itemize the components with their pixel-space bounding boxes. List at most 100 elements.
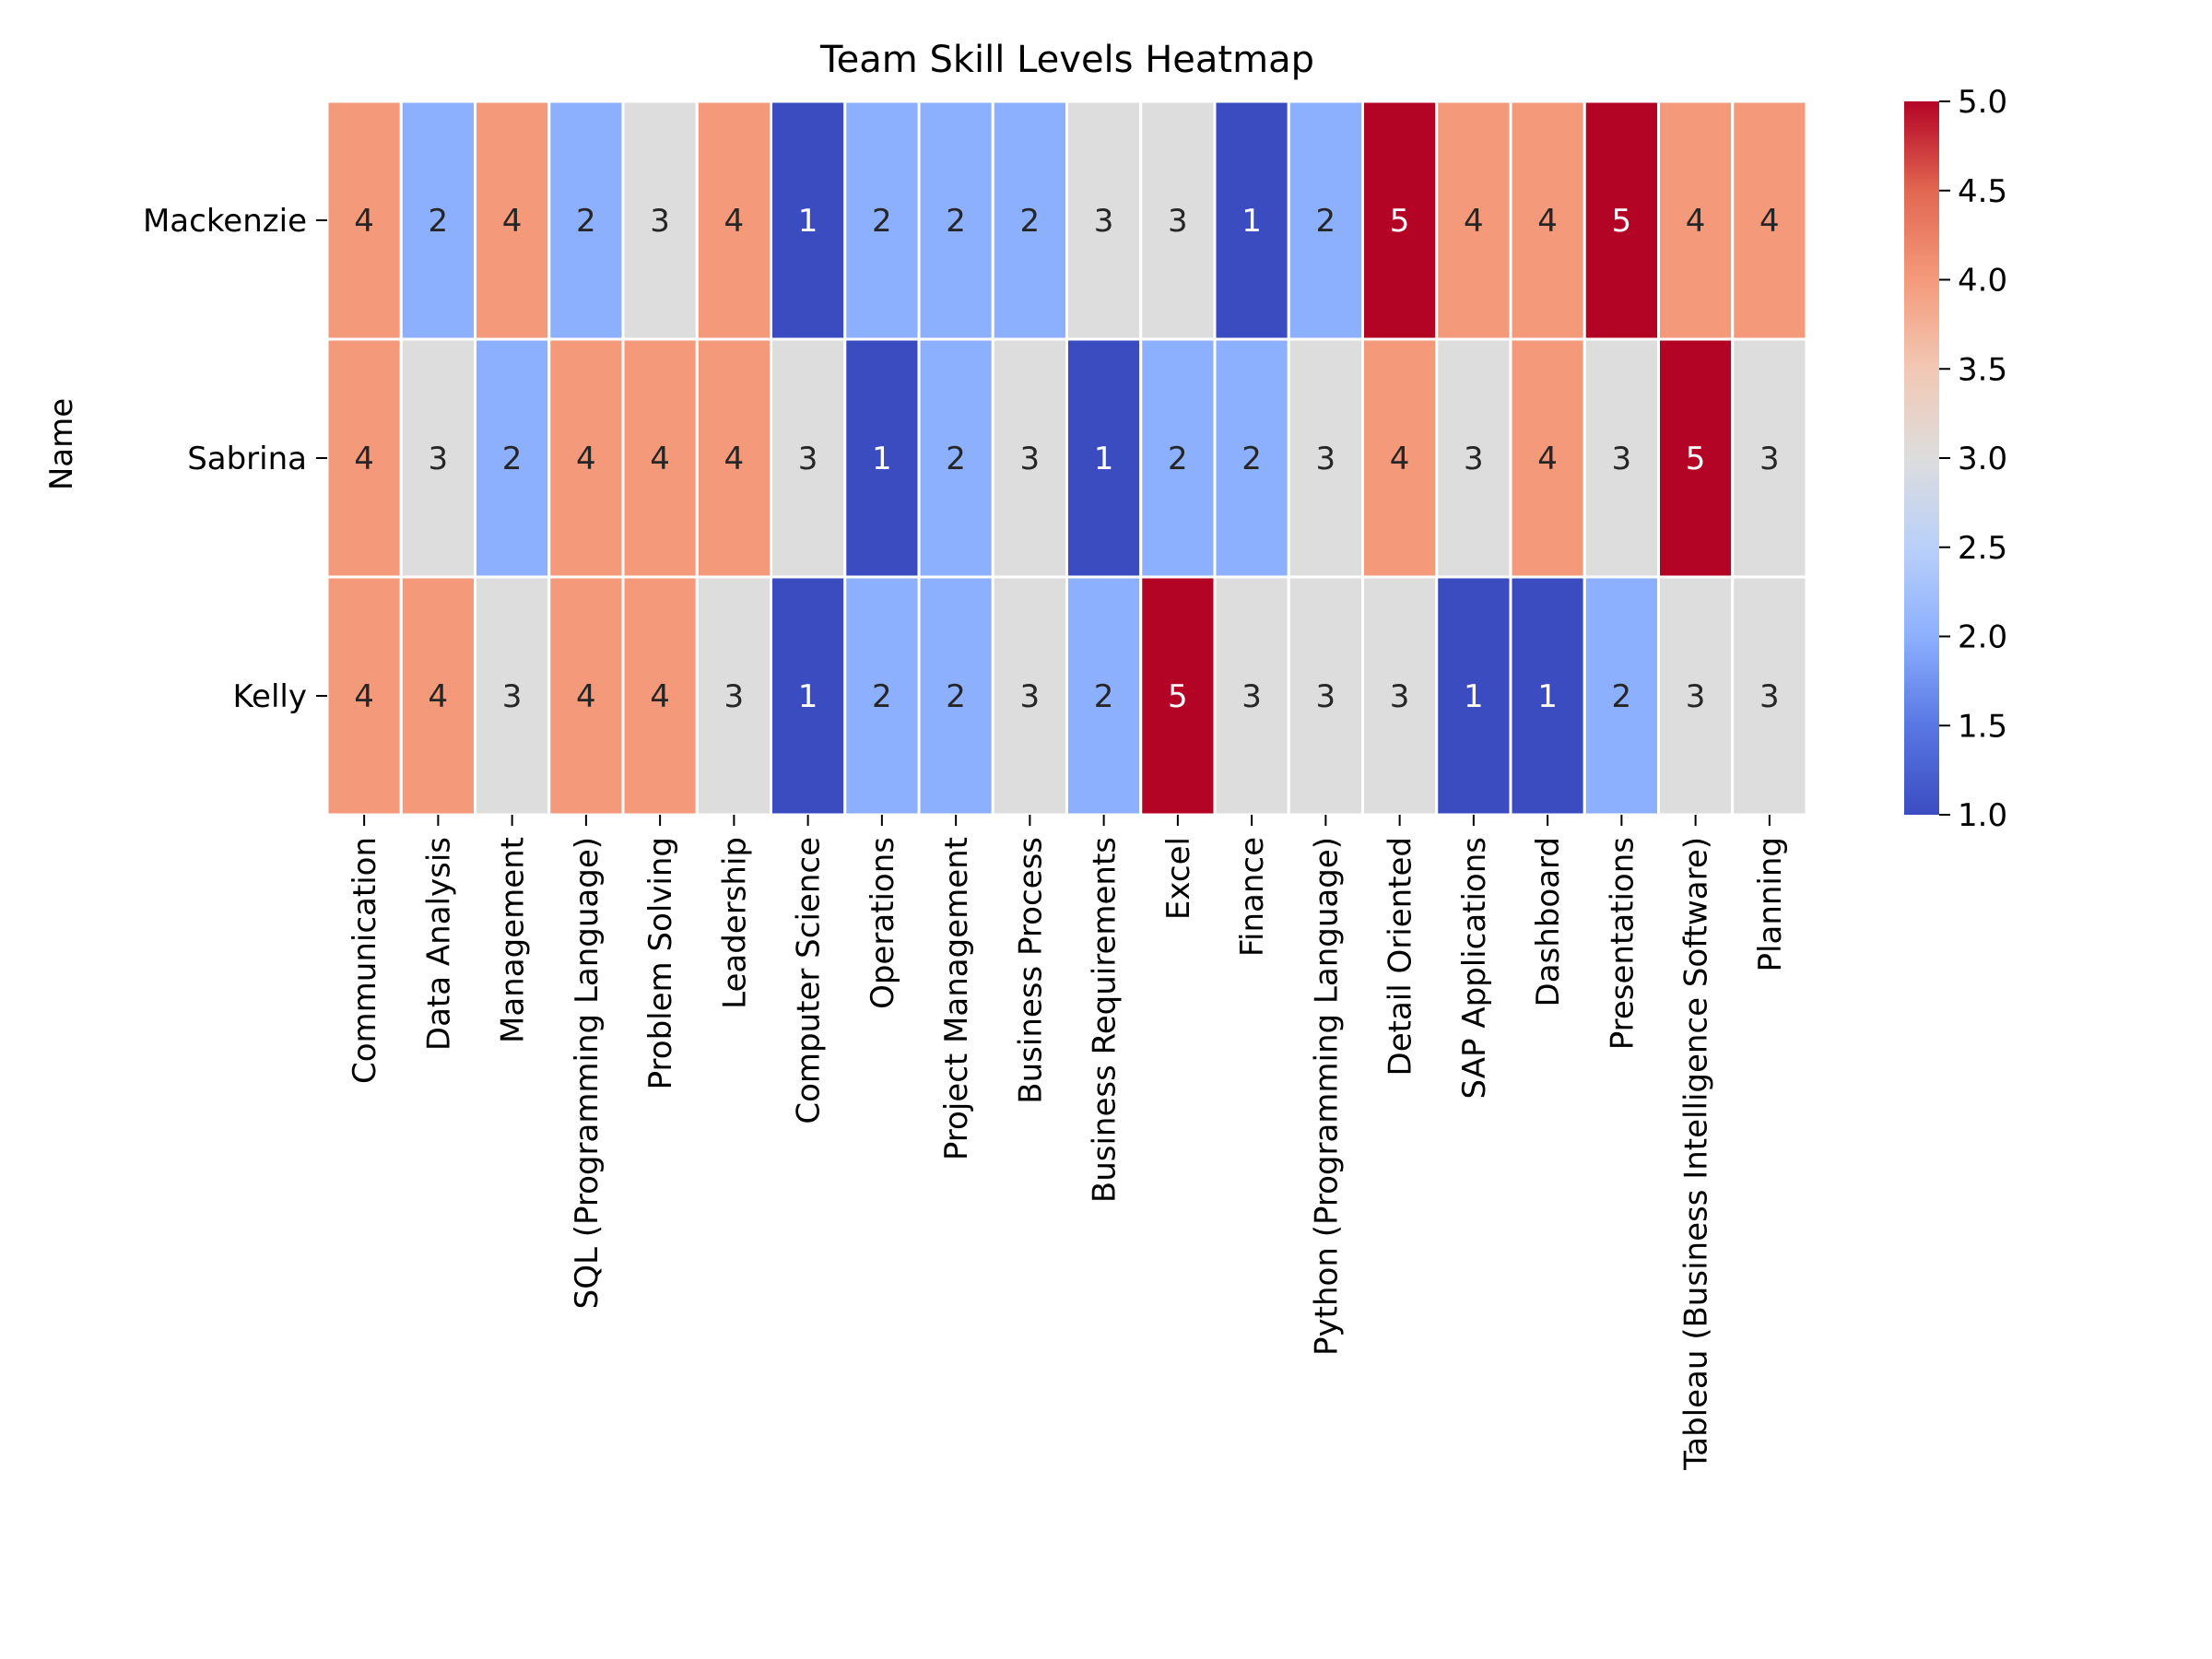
cell-value-label: 3 [1020, 441, 1041, 477]
cell-value-label: 3 [1464, 441, 1484, 477]
cell-value-label: 2 [576, 203, 596, 240]
cell-value-label: 4 [502, 203, 523, 240]
heatmap-cell [1065, 337, 1143, 579]
cell-value-label: 4 [1537, 441, 1558, 477]
colorbar-tick-label: 2.5 [1958, 530, 2007, 567]
heatmap-cell [325, 337, 403, 579]
heatmap-cell [770, 337, 847, 579]
heatmap-cell [843, 337, 921, 579]
cell-value-label: 4 [354, 678, 374, 715]
colorbar-tick-label: 1.0 [1958, 797, 2007, 834]
cell-value-label: 5 [1612, 203, 1632, 240]
cell-value-label: 3 [724, 678, 745, 715]
x-tick-label: Business Requirements [1087, 837, 1124, 1203]
x-tick-label: Python (Programming Language) [1308, 837, 1345, 1356]
heatmap-cell [770, 575, 847, 817]
heatmap-cell [399, 575, 477, 817]
cell-value-label: 3 [1759, 441, 1780, 477]
cell-value-label: 4 [1390, 441, 1410, 477]
x-tick-label: Operations [865, 837, 901, 1009]
x-tick-label: Leadership [716, 837, 753, 1009]
heatmap-cell [991, 575, 1068, 817]
cell-value-label: 4 [650, 678, 670, 715]
chart-title: Team Skill Levels Heatmap [819, 39, 1314, 81]
colorbar-tick-label: 5.0 [1958, 84, 2007, 121]
cell-value-label: 2 [1094, 678, 1114, 715]
heatmap-cell [1435, 337, 1512, 579]
cell-value-label: 4 [354, 441, 374, 477]
cell-value-label: 3 [1241, 678, 1262, 715]
cell-value-label: 2 [946, 678, 966, 715]
heatmap-cell [991, 100, 1068, 341]
cell-value-label: 3 [798, 441, 818, 477]
heatmap-cell [1361, 575, 1439, 817]
cell-value-label: 1 [1094, 441, 1114, 477]
cell-value-label: 2 [429, 203, 449, 240]
heatmap-cell [1065, 575, 1143, 817]
cell-value-label: 5 [1168, 678, 1188, 715]
colorbar-tick-label: 3.0 [1958, 441, 2007, 477]
heatmap-cell [1287, 100, 1364, 341]
cell-value-label: 2 [946, 441, 966, 477]
cell-value-label: 3 [1020, 678, 1041, 715]
x-tick-label: Business Process [1012, 837, 1049, 1104]
cell-value-label: 4 [650, 441, 670, 477]
cell-value-label: 1 [798, 678, 818, 715]
x-tick-label: Computer Science [791, 837, 828, 1124]
heatmap-cell [1509, 337, 1586, 579]
x-tick-label: Dashboard [1530, 837, 1567, 1006]
cell-value-label: 3 [1390, 678, 1410, 715]
cell-value-label: 2 [1316, 203, 1336, 240]
colorbar-tick-label: 3.5 [1958, 351, 2007, 388]
cell-value-label: 2 [872, 203, 892, 240]
heatmap-cell [1287, 575, 1364, 817]
x-tick-label: Planning [1752, 837, 1789, 971]
cell-value-label: 1 [1537, 678, 1558, 715]
cell-value-label: 4 [429, 678, 449, 715]
cell-value-labels: 4 2 4 2 3 4 1 2 2 2 3 3 1 2 5 4 4 5 4 4 4 3 2 4 4 4 3 1 2 3 1 2 2 3 4 3 4 3 5 3… [354, 203, 1779, 715]
y-axis-label: Name [43, 398, 80, 490]
heatmap-cell [1213, 575, 1290, 817]
cell-value-label: 2 [872, 678, 892, 715]
cell-value-label: 4 [724, 441, 745, 477]
heatmap-cell [1435, 100, 1512, 341]
x-axis: Communication Data Analysis Management SQL … [347, 815, 1789, 1471]
x-tick-label: SQL (Programming Language) [569, 837, 606, 1309]
cell-value-label: 3 [650, 203, 670, 240]
cell-value-label: 3 [1094, 203, 1114, 240]
heatmap-cell [399, 100, 477, 341]
cell-value-label: 4 [576, 678, 596, 715]
cell-value-label: 3 [1316, 678, 1336, 715]
cell-value-label: 2 [1168, 441, 1188, 477]
colorbar-tick-label: 1.5 [1958, 708, 2007, 745]
x-tick-label: Excel [1160, 837, 1197, 920]
x-tick-label: Tableau (Business Intelligence Software) [1678, 837, 1715, 1471]
cell-value-label: 4 [724, 203, 745, 240]
y-axis: Mackenzie Sabrina Kelly [143, 203, 327, 715]
y-tick-label: Mackenzie [143, 203, 307, 240]
heatmap-cell [399, 337, 477, 579]
cell-value-label: 2 [946, 203, 966, 240]
cell-value-label: 2 [1612, 678, 1632, 715]
heatmap-cell [1731, 100, 1808, 341]
x-tick-label: Data Analysis [420, 837, 457, 1051]
x-tick-label: Finance [1234, 837, 1271, 957]
y-tick-label: Sabrina [187, 441, 307, 477]
heatmap-cell [621, 575, 699, 817]
x-tick-label: Presentations [1604, 837, 1641, 1050]
heatmap-cell [917, 575, 994, 817]
heatmap-cell [917, 337, 994, 579]
cell-value-label: 4 [354, 203, 374, 240]
colorbar-gradient [1904, 101, 1939, 815]
heatmap-cell [474, 337, 551, 579]
cell-value-label: 4 [1537, 203, 1558, 240]
cell-value-label: 5 [1390, 203, 1410, 240]
x-tick-label: Problem Solving [642, 837, 679, 1089]
heatmap-cell [695, 575, 772, 817]
cell-value-label: 3 [1316, 441, 1336, 477]
colorbar-tick-label: 4.0 [1958, 263, 2007, 300]
heatmap-cell [843, 575, 921, 817]
cell-value-label: 4 [1464, 203, 1484, 240]
cell-value-label: 1 [1241, 203, 1262, 240]
